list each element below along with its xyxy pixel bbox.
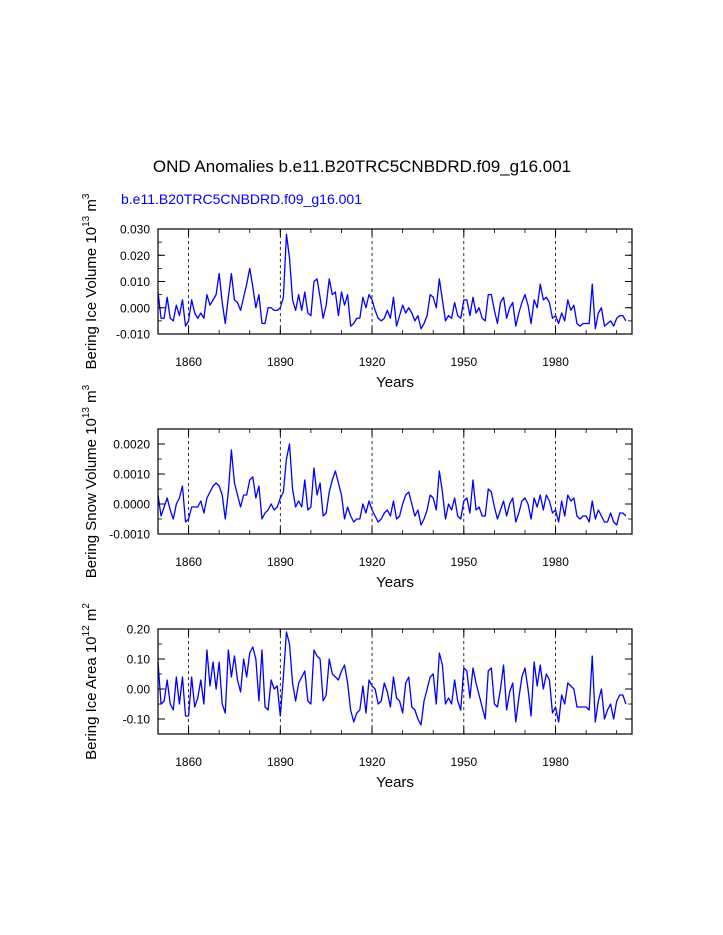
x-tick-label: 1950 [450,355,477,369]
x-tick-label: 1860 [175,555,202,569]
y-tick-label: 0.0020 [113,438,150,452]
series-line [157,631,627,726]
y-tick-label: 0.0010 [113,468,150,482]
y-tick-label: 0.0000 [113,498,150,512]
chart-panel-2: 0.0020 0.0010 0.0000 -0.0010 1860 1890 1920 195… [81,384,633,591]
plot-frame [157,628,633,735]
chart-panel-1: 0.030 0.020 0.010 0.000 -0.010 1860 1890 1920 19… [81,193,633,391]
x-tick-label: 1890 [267,355,294,369]
x-tick-label: 1950 [450,555,477,569]
y-axis-title: Bering Ice Area 1012 m2 [81,603,100,760]
x-tick-label: 1980 [542,755,569,769]
y-tick-label: -0.010 [116,328,150,342]
y-tick-label: 0.020 [120,249,150,263]
figure-title: OND Anomalies b.e11.B20TRC5CNBDRD.f09_g1… [153,157,571,176]
plot-frame [157,228,633,335]
x-axis-title: Years [376,374,414,391]
x-tick-label: 1890 [267,555,294,569]
series-line [157,233,627,330]
y-tick-label: 0.00 [127,683,151,697]
y-axis-title: Bering Snow Volume 1013 m3 [81,384,100,578]
x-tick-label: 1860 [175,355,202,369]
y-tick-label: -0.0010 [109,528,150,542]
x-tick-label: 1980 [542,555,569,569]
y-tick-label: -0.10 [123,713,151,727]
chart-panels: 0.030 0.020 0.010 0.000 -0.010 1860 1890 1920 19… [81,193,633,791]
chart-panel-3: 0.20 0.10 0.00 -0.10 1860 1890 1920 1950 1980 Yea… [81,603,633,791]
y-axis-title: Bering Ice Volume 1013 m3 [81,193,100,369]
series-line [157,443,627,526]
x-tick-label: 1890 [267,755,294,769]
y-tick-label: 0.000 [120,301,150,315]
x-axis-title: Years [376,774,414,791]
y-tick-label: 0.20 [127,623,151,637]
series-subtitle: b.e11.B20TRC5CNBDRD.f09_g16.001 [121,191,362,207]
y-tick-label: 0.030 [120,223,150,237]
x-tick-label: 1920 [359,555,386,569]
x-tick-label: 1980 [542,355,569,369]
y-tick-label: 0.010 [120,275,150,289]
plot-frame [157,428,633,535]
x-axis-title: Years [376,574,414,591]
x-tick-label: 1920 [359,755,386,769]
y-tick-label: 0.10 [127,653,151,667]
x-tick-label: 1920 [359,355,386,369]
x-tick-label: 1950 [450,755,477,769]
x-tick-label: 1860 [175,755,202,769]
